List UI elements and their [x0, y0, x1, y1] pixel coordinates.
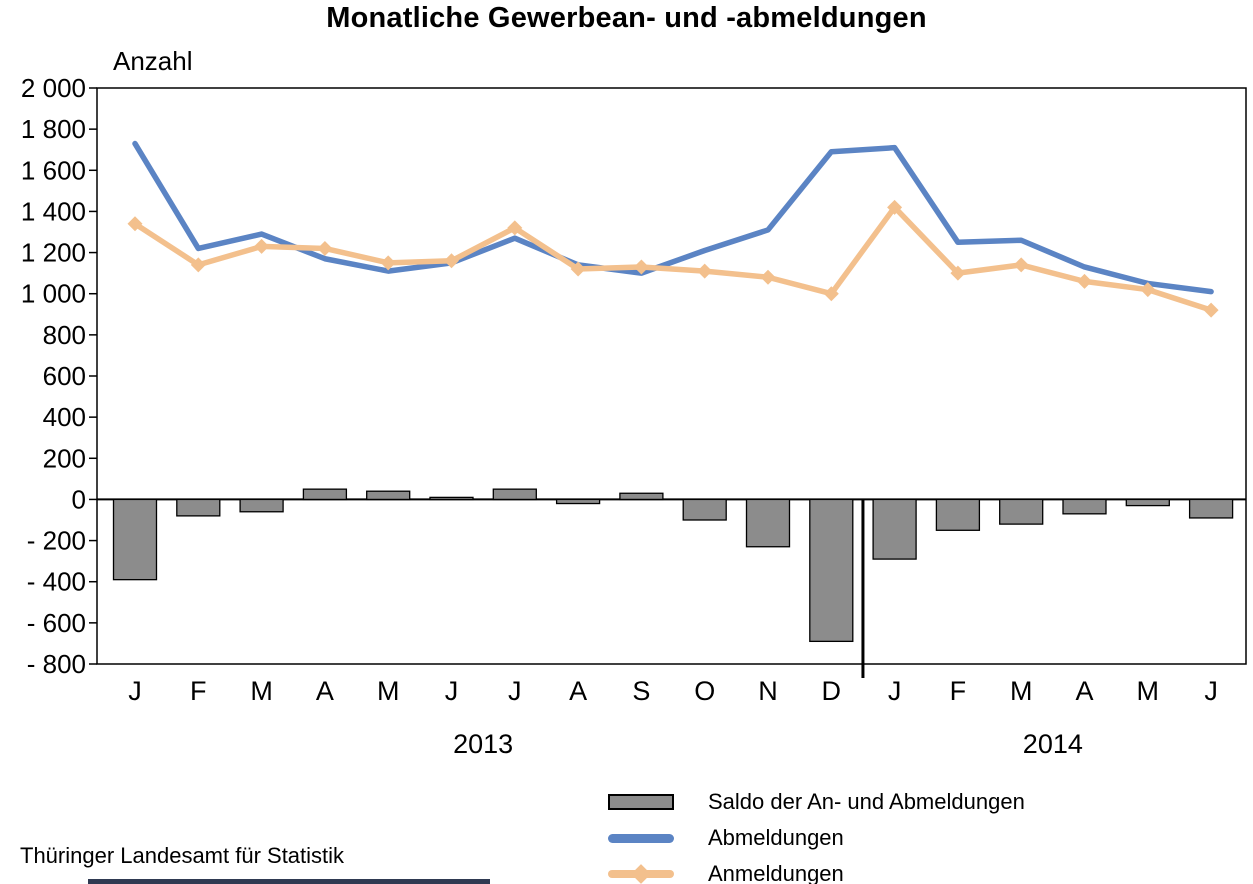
marker-diamond-anmeldungen: [1203, 302, 1219, 318]
saldo-bar: [112, 498, 158, 581]
saldo-bar: [809, 498, 854, 643]
marker-diamond-anmeldungen: [1077, 273, 1092, 289]
marker-diamond-anmeldungen: [633, 259, 649, 275]
marker-diamond-anmeldungen: [887, 199, 903, 215]
saldo-bar: [1062, 498, 1107, 515]
x-axis-month-label: J: [888, 676, 902, 706]
y-axis-tick-label: 400: [43, 402, 86, 432]
x-axis-month-label: J: [1204, 676, 1218, 706]
saldo-bar: [366, 490, 411, 501]
x-axis-month-label: J: [128, 676, 142, 706]
y-axis-title: Anzahl: [113, 46, 193, 76]
saldo-bar: [176, 498, 221, 517]
marker-diamond-anmeldungen: [570, 261, 586, 277]
saldo-bar: [935, 498, 981, 531]
x-axis-month-label: A: [1075, 676, 1093, 706]
marker-diamond-anmeldungen: [950, 265, 966, 281]
y-axis-tick-label: 1 800: [21, 114, 86, 144]
x-axis-month-label: M: [377, 676, 400, 706]
y-axis-tick-label: - 400: [27, 567, 86, 597]
footer-color-strip: [88, 879, 490, 884]
y-axis-tick-label: 800: [43, 320, 86, 350]
source-attribution: Thüringer Landesamt für Statistik: [20, 843, 345, 868]
chart-legend: Saldo der An- und Abmeldungen Abmeldunge…: [608, 784, 1025, 884]
marker-diamond-anmeldungen: [444, 253, 459, 269]
y-axis-tick-label: 1 400: [21, 196, 86, 226]
legend-label-abmeldungen: Abmeldungen: [708, 825, 844, 850]
saldo-bar: [872, 498, 917, 560]
saldo-bar: [619, 492, 664, 501]
y-axis-tick-label: - 800: [27, 649, 86, 679]
marker-diamond-anmeldungen: [1140, 282, 1156, 298]
y-axis-tick-label: 200: [43, 443, 86, 473]
x-axis-month-label: O: [694, 676, 715, 706]
line-abmeldungen: [132, 140, 1214, 295]
y-axis-tick-label: 2 000: [21, 73, 86, 103]
legend-item-abmeldungen: Abmeldungen: [608, 820, 1025, 856]
marker-diamond-anmeldungen: [317, 240, 333, 256]
saldo-bar: [745, 498, 791, 548]
y-axis-tick-label: 600: [43, 361, 86, 391]
marker-diamond-anmeldungen: [190, 257, 206, 273]
x-axis-month-label: J: [508, 676, 522, 706]
abmeldungen-line-swatch-icon: [608, 833, 674, 843]
y-axis-tick-label: 1 600: [21, 155, 86, 185]
y-axis-tick-label: 0: [72, 484, 86, 514]
y-axis-tick-label: - 200: [27, 526, 86, 556]
y-axis-tick-label: - 600: [27, 608, 86, 638]
x-axis-month-label: M: [1010, 676, 1033, 706]
chart-canvas: 2 000 1 800 1 600 1 400 1 200 1 000 800 600 400 2…: [21, 73, 1247, 759]
saldo-bar: [1188, 498, 1234, 519]
saldo-bar: [239, 498, 284, 513]
saldo-bar-swatch-icon: [608, 794, 674, 810]
y-axis-tick-label: 1 200: [21, 238, 86, 268]
marker-diamond-anmeldungen: [254, 238, 270, 254]
saldo-bar: [492, 488, 537, 501]
x-axis-month-label: D: [822, 676, 842, 706]
marker-diamond-anmeldungen: [507, 220, 523, 236]
saldo-bar: [1125, 498, 1170, 507]
chart-title: Monatliche Gewerbean- und -abmeldungen: [326, 2, 927, 34]
x-axis-month-label: F: [190, 676, 207, 706]
legend-item-anmeldungen: Anmeldungen: [608, 856, 1025, 884]
x-axis-month-label: A: [569, 676, 587, 706]
saldo-bar: [682, 498, 727, 521]
line-anmeldungen: [132, 204, 1214, 313]
anmeldungen-line-swatch-icon: [608, 864, 674, 884]
legend-label-saldo: Saldo der An- und Abmeldungen: [708, 789, 1025, 814]
saldo-bar: [429, 496, 474, 501]
x-axis-month-label: M: [1137, 676, 1160, 706]
saldo-bar: [302, 488, 348, 501]
plot-border: [96, 87, 1247, 665]
x-axis-month-label: N: [758, 676, 778, 706]
marker-diamond-anmeldungen: [760, 269, 776, 285]
x-axis-month-label: F: [950, 676, 967, 706]
x-axis-month-label: J: [445, 676, 459, 706]
legend-item-saldo: Saldo der An- und Abmeldungen: [608, 784, 1025, 820]
marker-diamond-anmeldungen: [127, 216, 143, 232]
legend-label-anmeldungen: Anmeldungen: [708, 861, 844, 884]
saldo-bar: [555, 498, 601, 505]
x-axis-month-label: M: [250, 676, 273, 706]
marker-diamond-anmeldungen: [380, 255, 396, 271]
marker-diamond-anmeldungen: [1013, 257, 1029, 273]
marker-diamond-anmeldungen: [697, 263, 713, 279]
marker-diamond-anmeldungen: [823, 286, 839, 302]
x-axis-month-label: S: [632, 676, 650, 706]
x-axis-year-label: 2014: [1023, 729, 1083, 759]
x-axis-year-label: 2013: [453, 729, 513, 759]
saldo-bar: [999, 498, 1044, 525]
x-axis-month-label: A: [316, 676, 334, 706]
y-axis-tick-label: 1 000: [21, 279, 86, 309]
